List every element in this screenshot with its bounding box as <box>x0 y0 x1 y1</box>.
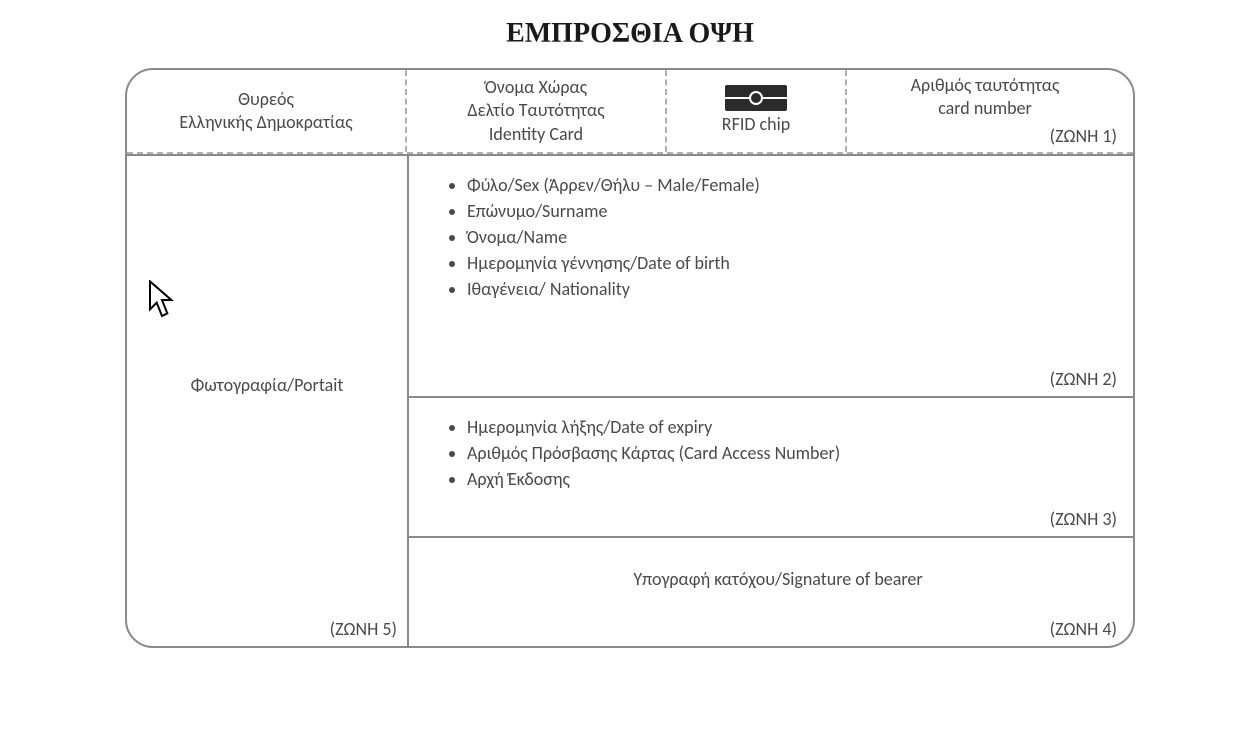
zone-5-label: (ΖΩΝΗ 5) <box>330 618 397 640</box>
page-title: ΕΜΠΡΟΣΘΙΑ ΟΨΗ <box>0 18 1260 50</box>
body-row: Φωτογραφία/Portait (ΖΩΝΗ 5) Φύλο/Sex (Άρ… <box>127 154 1133 646</box>
list-item: Φύλο/Sex (Άρρεν/Θήλυ – Male/Female) <box>467 174 1117 196</box>
id-card-diagram: Θυρεός Ελληνικής Δημοκρατίας Όνομα Χώρας… <box>125 68 1135 648</box>
list-item: Ημερομηνία γέννησης/Date of birth <box>467 252 1117 274</box>
rfid-chip-icon <box>725 85 787 111</box>
signature-label: Υπογραφή κατόχου/Signature of bearer <box>439 568 1117 590</box>
coat-of-arms-cell: Θυρεός Ελληνικής Δημοκρατίας <box>127 70 407 152</box>
list-item: Αρχή Έκδοσης <box>467 468 1117 490</box>
zone-4-label: (ΖΩΝΗ 4) <box>1050 618 1117 640</box>
coat-line-1: Θυρεός <box>238 88 294 111</box>
photo-label: Φωτογραφία/Portait <box>127 374 407 396</box>
country-cell: Όνομα Χώρας Δελτίο Ταυτότητας Identity C… <box>407 70 667 152</box>
fields-column: Φύλο/Sex (Άρρεν/Θήλυ – Male/Female) Επών… <box>407 156 1133 646</box>
zone-1-label: (ΖΩΝΗ 1) <box>1050 125 1117 148</box>
country-line-3: Identity Card <box>489 123 583 146</box>
rfid-chip-cell: RFID chip <box>667 70 847 152</box>
list-item: Ιθαγένεια/ Nationality <box>467 278 1117 300</box>
cardno-line-2: card number <box>853 97 1117 120</box>
list-item: Ημερομηνία λήξης/Date of expiry <box>467 416 1117 438</box>
country-line-1: Όνομα Χώρας <box>485 76 587 99</box>
country-line-2: Δελτίο Ταυτότητας <box>467 99 604 122</box>
rfid-chip-label: RFID chip <box>722 113 790 136</box>
zone-3-label: (ΖΩΝΗ 3) <box>1050 508 1117 530</box>
coat-line-2: Ελληνικής Δημοκρατίας <box>179 111 352 134</box>
photo-column: Φωτογραφία/Portait (ΖΩΝΗ 5) <box>127 156 407 646</box>
list-item: Επώνυμο/Surname <box>467 200 1117 222</box>
list-item: Αριθμός Πρόσβασης Κάρτας (Card Access Nu… <box>467 442 1117 464</box>
zone-2: Φύλο/Sex (Άρρεν/Θήλυ – Male/Female) Επών… <box>409 156 1133 396</box>
card-number-cell: Αριθμός ταυτότητας card number (ΖΩΝΗ 1) <box>847 70 1133 152</box>
zone-2-list: Φύλο/Sex (Άρρεν/Θήλυ – Male/Female) Επών… <box>449 174 1117 300</box>
cardno-line-1: Αριθμός ταυτότητας <box>853 74 1117 97</box>
zone-2-label: (ΖΩΝΗ 2) <box>1050 368 1117 390</box>
list-item: Όνομα/Name <box>467 226 1117 248</box>
zone-3: Ημερομηνία λήξης/Date of expiry Αριθμός … <box>409 396 1133 536</box>
zone-4: Υπογραφή κατόχου/Signature of bearer (ΖΩ… <box>409 536 1133 646</box>
zone-1-row: Θυρεός Ελληνικής Δημοκρατίας Όνομα Χώρας… <box>127 70 1133 154</box>
zone-3-list: Ημερομηνία λήξης/Date of expiry Αριθμός … <box>449 416 1117 490</box>
